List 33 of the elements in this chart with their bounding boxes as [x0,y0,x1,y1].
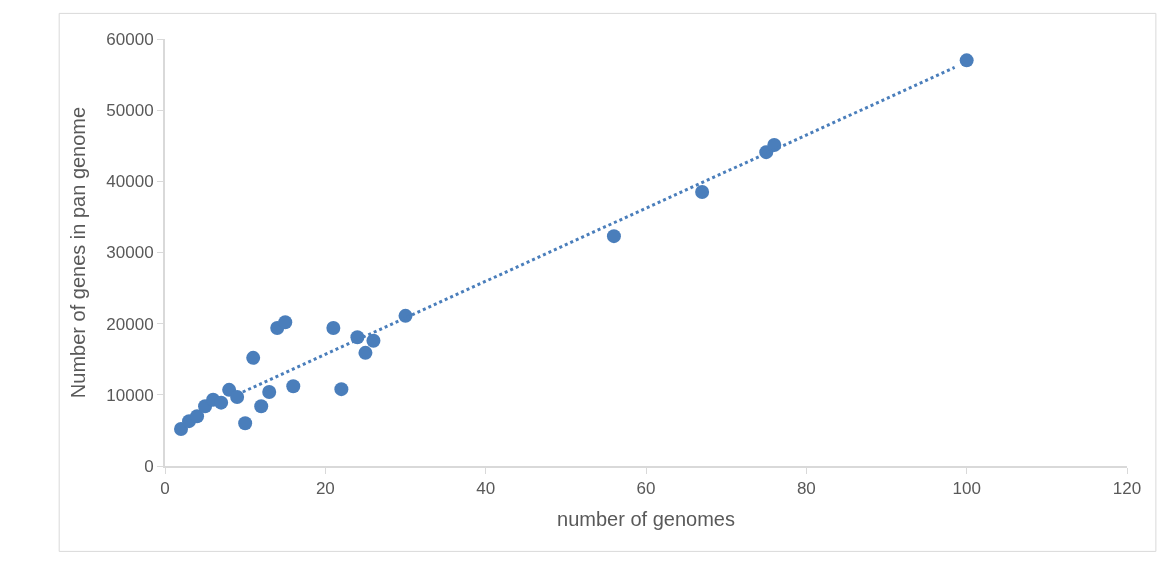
y-tick-label: 40000 [106,172,154,192]
x-tick-label: 0 [160,479,170,499]
point [238,416,253,431]
point [606,229,621,244]
y-tick-label: 20000 [106,314,154,334]
x-tick-label: 60 [636,479,656,499]
point [366,333,381,348]
point [358,345,373,360]
point [254,399,269,414]
point [286,379,301,394]
y-tick-label: 10000 [106,385,154,405]
point [326,320,341,335]
x-tick-label: 40 [476,479,496,499]
point [246,350,261,365]
x-axis-title: number of genomes [557,508,735,531]
point [230,389,245,404]
point [695,185,710,199]
point [214,395,229,410]
point [190,409,205,424]
y-tick-label: 60000 [106,29,154,49]
y-tick-label: 0 [144,456,154,476]
point [262,384,277,399]
point [334,382,349,397]
y-tick-label: 50000 [106,101,154,121]
x-tick-label: 20 [315,479,335,499]
x-tick-label: 100 [952,479,981,499]
y-axis-title: Number of genes in pan genome [67,106,90,399]
y-tick-label: 30000 [106,243,154,263]
point [278,315,293,330]
point [174,421,189,436]
x-tick-label: 80 [796,479,816,499]
x-tick-label: 120 [1112,479,1142,499]
point [959,53,974,68]
